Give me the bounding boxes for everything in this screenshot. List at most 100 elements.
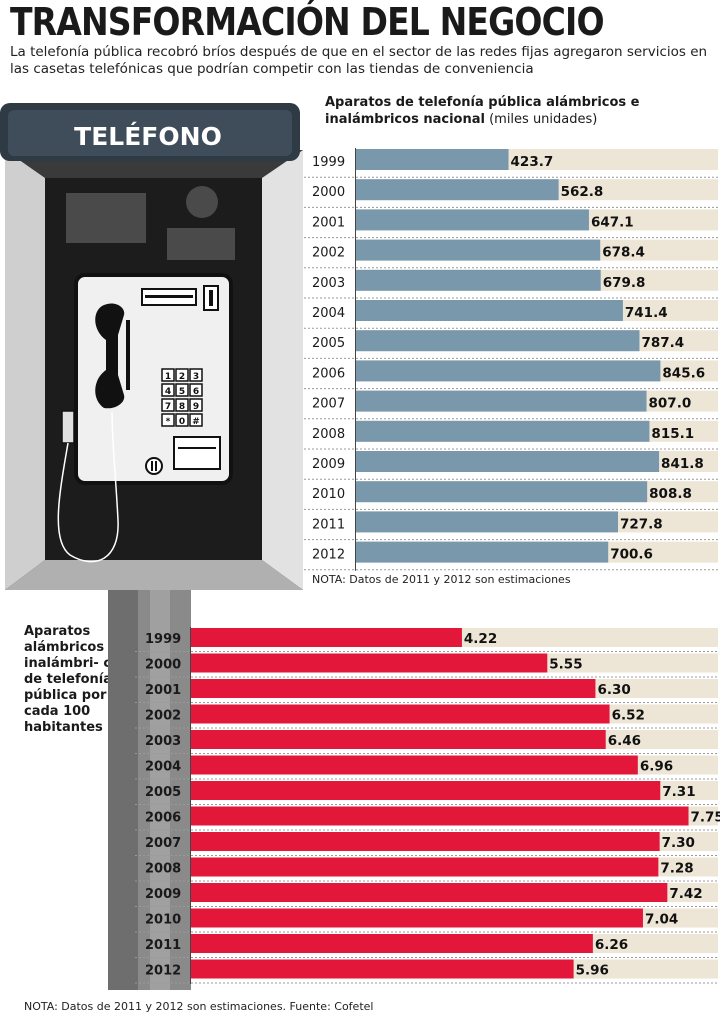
chart1-category-label: 2004 [312,306,345,321]
keypad-key-label: 8 [179,402,185,412]
chart1-value-label: 727.8 [620,516,663,532]
chart1-category-label: 2011 [312,517,345,532]
phone-keypad: 1 2 3 4 5 6 7 8 9 * 0 # [161,368,203,427]
booth-sign-text: TELÉFONO [74,122,222,151]
chart1-bar [356,149,509,170]
chart1-bar [356,330,640,352]
chart2-title: Aparatos alámbricos e inalámbri- cos de … [24,624,128,735]
chart1-bar [356,300,623,321]
keypad-key-label: 3 [193,372,199,382]
chart1-category-label: 2009 [312,457,345,472]
chart2-category-label: 2003 [145,734,181,749]
chart2-value-label: 4.22 [464,631,497,647]
chart2-value-label: 7.75 [691,810,720,826]
chart1-value-label: 562.8 [561,184,604,200]
chart2-bar [191,806,689,826]
chart1-note: NOTA: Datos de 2011 y 2012 son estimacio… [312,573,571,586]
chart2-value-label: 7.04 [645,912,678,928]
booth-left-panel [5,150,45,590]
chart1-value-label: 815.1 [651,426,694,442]
keypad-key [175,413,189,427]
keypad-key [175,398,189,412]
phone-coin-button [145,457,163,475]
chart2-value-label: 7.31 [662,784,695,800]
chart2-category-label: 2009 [145,887,181,902]
chart1-category-label: 2000 [312,185,345,200]
booth-sign-panel [8,110,292,156]
chart2-bar [191,704,610,724]
phone-cord-anchor [61,410,75,444]
chart2-bar [191,857,659,877]
keypad-key [161,368,175,382]
chart2-category-label: 2001 [145,683,181,698]
chart2-value-label: 6.46 [608,733,641,749]
chart1-bar [356,420,650,442]
phone-coin-button-mark [151,461,153,471]
keypad-key [189,398,203,412]
phone-cord [57,411,119,563]
chart2-category-label: 2000 [145,658,181,673]
chart1-value-label: 845.6 [662,365,705,381]
chart2-value-label: 5.96 [576,963,609,979]
keypad-key [189,413,203,427]
chart1-bar [356,209,589,231]
booth-bottom-panel [5,560,303,590]
chart1-category-label: 2008 [312,427,345,442]
booth-pole-highlight [150,585,170,990]
chart1-title: Aparatos de telefonía pública alámbricos… [325,94,717,128]
chart2-value-label: 6.26 [595,937,628,953]
chart1-category-label: 2010 [312,487,345,502]
chart2-bar [191,730,606,749]
chart2-value-label: 6.30 [597,682,630,698]
chart2-category-label: 2011 [145,938,181,953]
chart2-bar [191,959,574,979]
chart1-category-label: 2005 [312,336,345,351]
chart2-category-label: 2002 [145,709,181,724]
chart2-category-label: 2007 [145,836,181,851]
page-subtitle: La telefonía pública recobró bríos despu… [10,44,708,77]
keypad-key-label: 9 [193,402,199,412]
booth-panel-speaker [186,186,218,218]
chart2-bar [191,781,661,800]
chart2-category-label: 2010 [145,913,181,928]
booth-panel-plate [66,193,146,243]
chart2-value-label: 7.30 [662,835,695,851]
phone-coin-slot-line [209,290,213,306]
chart1-value-label: 741.4 [625,305,668,321]
keypad-key-label: 1 [165,372,171,382]
chart1-title-bold: Aparatos de telefonía pública alámbricos… [325,95,640,127]
chart1-value-label: 679.8 [603,275,646,291]
chart1-category-label: 2003 [312,276,345,291]
chart1-bar [356,179,559,201]
keypad-key-label: 0 [179,417,185,427]
chart1-category-label: 1999 [312,155,345,170]
chart1-bars: 1999 423.7 2000 562.8 2001 647.1 2002 678.4 2003… [304,148,718,571]
keypad-key [175,368,189,382]
chart1-value-label: 787.4 [641,335,684,351]
chart2-value-label: 6.96 [640,759,673,775]
chart1-bar [356,390,647,412]
chart1-category-label: 2006 [312,366,345,381]
chart1-value-label: 678.4 [602,245,645,261]
phone-hook [126,320,130,390]
keypad-key [189,383,203,397]
chart2-bar [191,628,462,647]
chart1-bar [356,541,609,563]
booth-pole-shade [108,585,138,990]
keypad-key [189,368,203,382]
booth-panel-display [167,228,235,260]
chart1-bar [356,481,648,503]
keypad-key-label: * [166,417,171,427]
keypad-key-label: 6 [193,387,199,397]
chart2-value-label: 5.55 [549,657,582,673]
keypad-key-label: 2 [179,372,185,382]
keypad-key [161,383,175,397]
chart1-category-label: 2007 [312,397,345,412]
chart1-bar [356,269,601,291]
chart2-category-label: 1999 [145,632,181,647]
keypad-key-label: 5 [179,387,185,397]
chart1-bar [356,511,619,533]
chart1-value-label: 807.0 [649,396,692,412]
chart2-bar [191,934,593,953]
